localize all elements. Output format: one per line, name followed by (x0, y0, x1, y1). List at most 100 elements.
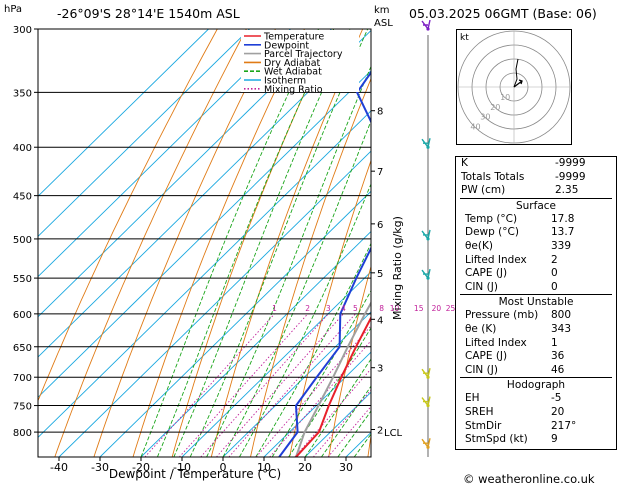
mixing-ratio-label: 20 (432, 304, 442, 313)
surface-row: θe(K) 339 (460, 240, 612, 254)
surface-row: CAPE (J) 0 (460, 267, 612, 281)
km-tick-label: 8 (377, 107, 383, 118)
surface-row: Temp (°C) 17.8 (460, 213, 612, 227)
mixing-ratio-label: 15 (414, 304, 424, 313)
x-tick-label: 0 (220, 461, 227, 474)
pressure-tick-label: 800 (13, 428, 32, 439)
mixing-ratio-line (144, 313, 275, 457)
surface-row: Dewp (°C) 13.7 (460, 226, 612, 240)
surface-label: CIN (J) (465, 280, 498, 293)
wet-adiabat-line (304, 358, 371, 457)
x-tick-label: -20 (132, 461, 150, 474)
tt-value: -9999 (555, 170, 586, 183)
unstable-label: CIN (J) (465, 363, 498, 376)
hodo-label: SREH (465, 405, 494, 418)
mixing-ratio-axis-label: Mixing Ratio (g/kg) (391, 216, 404, 320)
dry-adiabat-line (132, 29, 305, 457)
isotherm-line (58, 150, 371, 457)
unstable-label: Lifted Index (465, 336, 527, 349)
km-label-top: km (374, 5, 390, 16)
unstable-row: CIN (J) 46 (460, 364, 612, 378)
pressure-tick-label: 350 (13, 88, 32, 99)
dry-adiabat-line (38, 29, 218, 402)
x-tick-label: -30 (91, 461, 109, 474)
wind-barb-dot (426, 375, 430, 379)
surface-label: Lifted Index (465, 253, 527, 266)
km-tick-label: 3 (377, 364, 383, 375)
surface-value: 339 (551, 239, 572, 252)
surface-label: CAPE (J) (465, 267, 508, 280)
hodo-params-title: Hodograph (506, 379, 566, 392)
surface-label: Temp (°C) (465, 212, 518, 225)
mixing-ratio-line (200, 313, 329, 457)
pressure-tick-label: 600 (13, 310, 32, 321)
pressure-tick-label: 750 (13, 402, 32, 413)
hodograph-ring-label: 10 (500, 93, 510, 102)
pressure-tick-label: 700 (13, 373, 32, 384)
hodo-value: 20 (551, 405, 565, 418)
km-tick-label: 5 (377, 269, 383, 280)
isotherm-line (38, 29, 332, 318)
unstable-value: 46 (551, 363, 565, 376)
legend-item: Dewpoint (264, 40, 309, 51)
indices-panel: K -9999 Totals Totals -9999 PW (cm) 2.35 Su… (455, 156, 617, 450)
surface-label: Dewp (°C) (465, 226, 519, 239)
km-tick-label: 6 (377, 220, 383, 231)
pressure-tick-label: 300 (13, 25, 32, 36)
wind-barb-dot (426, 445, 430, 449)
pressure-tick-label: 450 (13, 192, 32, 203)
surface-title: Surface (515, 199, 556, 212)
isotherm-line (181, 271, 371, 457)
legend-item: Mixing Ratio (264, 84, 323, 95)
unstable-value: 1 (551, 336, 558, 349)
legend-item: Isotherm (264, 76, 306, 87)
dry-adiabat-line (289, 159, 371, 457)
hodograph-ring-label: 40 (470, 123, 480, 132)
wet-adiabat-line (206, 65, 371, 457)
hodo-label: StmDir (465, 419, 502, 432)
dry-adiabat-line (250, 77, 371, 457)
mixing-ratio-line (216, 313, 344, 457)
x-axis-label: Dewpoint / Temperature (°C) (109, 467, 281, 481)
wet-adiabat-line (271, 289, 371, 457)
wind-barb-dot (426, 27, 430, 31)
unstable-label: CAPE (J) (465, 350, 508, 363)
km-tick-label: 2 (377, 426, 383, 437)
legend-item: Dry Adiabat (264, 58, 321, 69)
surface-value: 17.8 (551, 212, 575, 225)
hodo-row: EH -5 (460, 392, 612, 406)
unstable-row: CAPE (J) 36 (460, 350, 612, 364)
hodo-label: EH (465, 392, 480, 405)
wet-adiabat-line (189, 29, 369, 457)
isotherm-line (38, 70, 371, 398)
km-tick-label: 4 (377, 315, 383, 326)
lcl-label: LCL (384, 428, 403, 439)
isotherm-line (99, 190, 371, 457)
isotherm-line (38, 29, 250, 238)
unstable-title: Most Unstable (498, 296, 574, 309)
mixing-ratio-label: 3 (326, 304, 331, 313)
pressure-tick-label: 400 (13, 143, 32, 154)
hodograph-kt-label: kt (460, 33, 469, 43)
tt-label: Totals Totals (461, 170, 525, 183)
date-title: 05.03.2025 06GMT (Base: 06) (409, 6, 597, 21)
unstable-value: 800 (551, 309, 572, 322)
hodograph-trace (513, 58, 519, 88)
legend-box (241, 30, 359, 92)
dry-adiabat-line (54, 29, 247, 457)
wet-adiabat-line (288, 327, 371, 457)
plot-frame (37, 28, 372, 458)
isotherm-line (222, 311, 371, 457)
unstable-row: Lifted Index 1 (460, 337, 612, 351)
location-title: -26°09'S 28°14'E 1540m ASL (57, 6, 240, 21)
pressure-tick-label: 550 (13, 274, 32, 285)
surface-value: 2 (551, 253, 558, 266)
km-tick-label: 7 (377, 167, 383, 178)
wet-adiabat-line (239, 182, 371, 457)
dry-adiabat-line (93, 29, 276, 457)
hodo-value: -5 (551, 392, 562, 405)
x-tick-label: -10 (173, 461, 191, 474)
wet-adiabat-line (140, 29, 320, 457)
